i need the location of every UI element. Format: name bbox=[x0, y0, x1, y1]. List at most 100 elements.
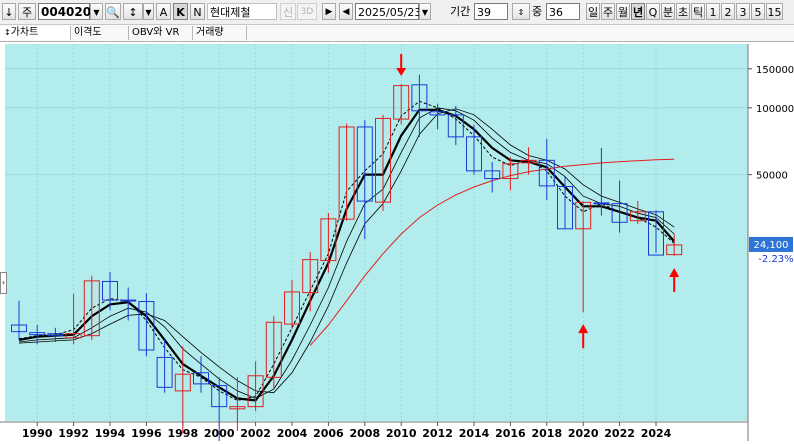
avg-label: 중 bbox=[532, 5, 543, 18]
candle-2019 bbox=[557, 176, 573, 230]
period-spinner-icon[interactable]: ⇕ bbox=[512, 3, 530, 20]
tab-price-chart[interactable]: ↕가차트 bbox=[0, 26, 71, 40]
interval-button-4[interactable]: Q bbox=[646, 3, 660, 20]
candle-1996 bbox=[138, 293, 155, 357]
interval-button-8[interactable]: 1 bbox=[706, 3, 720, 20]
market-selector[interactable]: 주 bbox=[18, 3, 36, 20]
play-icon[interactable]: ▶ bbox=[322, 3, 336, 20]
tab-icon: ↕ bbox=[4, 28, 11, 37]
adjust-icon[interactable]: ↕ bbox=[123, 3, 143, 20]
candle-2017 bbox=[520, 147, 537, 175]
new-button[interactable]: 신 bbox=[280, 3, 296, 20]
3d-button[interactable]: 3D bbox=[297, 3, 317, 20]
candle-2024 bbox=[648, 210, 664, 256]
date-input[interactable]: 2025/05/23 bbox=[355, 3, 421, 20]
candle-body bbox=[520, 159, 537, 164]
candle-1989 bbox=[11, 300, 27, 340]
candle-2007 bbox=[338, 123, 355, 221]
interval-button-2[interactable]: 월 bbox=[616, 3, 630, 20]
x-tick-label: 2000 bbox=[204, 427, 235, 440]
candle-2006 bbox=[320, 213, 337, 273]
chevron-down-icon[interactable]: ▼ bbox=[90, 3, 103, 20]
candle-body bbox=[211, 385, 228, 408]
interval-button-7[interactable]: 틱 bbox=[691, 3, 705, 20]
candle-body bbox=[538, 159, 555, 187]
candle-body bbox=[356, 126, 373, 202]
x-tick-label: 2012 bbox=[422, 427, 453, 440]
arrow-up-icon bbox=[669, 267, 680, 277]
candle-2008 bbox=[356, 120, 373, 240]
candle-body bbox=[629, 211, 646, 222]
candle-2018 bbox=[538, 138, 555, 201]
candle-1999 bbox=[193, 356, 209, 393]
tab-obv-vr[interactable]: OBV와 VR bbox=[128, 26, 193, 40]
x-tick-label: 1992 bbox=[58, 427, 89, 440]
candle-body bbox=[557, 186, 573, 230]
price-chart[interactable]: 50000 100000 150000 1990 1992 1994 1996 1998 200… bbox=[0, 42, 794, 443]
x-tick-label: 2020 bbox=[568, 427, 599, 440]
k-button[interactable]: K bbox=[173, 3, 188, 20]
candle-body bbox=[229, 406, 246, 410]
x-tick-label: 1990 bbox=[22, 427, 53, 440]
x-tick-label: 2022 bbox=[604, 427, 635, 440]
candlestick-chart: 50000 100000 150000 1990 1992 1994 1996 1998 200… bbox=[0, 42, 794, 443]
candle-body bbox=[247, 375, 264, 408]
x-tick-label: 1996 bbox=[131, 427, 162, 440]
candle-1993 bbox=[83, 275, 100, 340]
candle-body bbox=[393, 85, 410, 120]
prev-icon[interactable]: ◀ bbox=[339, 3, 353, 20]
calendar-dropdown-icon[interactable]: ▼ bbox=[419, 3, 431, 20]
candle-2016 bbox=[502, 157, 519, 191]
interval-button-3[interactable]: 년 bbox=[631, 3, 645, 20]
avg-input[interactable]: 36 bbox=[546, 3, 580, 20]
candle-body bbox=[156, 356, 173, 388]
interval-button-5[interactable]: 분 bbox=[661, 3, 675, 20]
candle-body bbox=[447, 114, 464, 138]
interval-button-6[interactable]: 초 bbox=[676, 3, 690, 20]
tab-disparity[interactable]: 이격도 bbox=[70, 26, 129, 40]
chevron-down-icon[interactable]: ▼ bbox=[143, 3, 154, 20]
candle-2022 bbox=[611, 180, 628, 233]
x-tick-label: 2002 bbox=[240, 427, 271, 440]
candle-body bbox=[429, 111, 446, 116]
current-price-label: 24,100 bbox=[754, 240, 789, 251]
interval-button-1[interactable]: 주 bbox=[601, 3, 615, 20]
interval-button-12[interactable]: 15 bbox=[766, 3, 783, 20]
search-icon[interactable]: 🔍 bbox=[105, 3, 121, 20]
candle-1995 bbox=[120, 287, 137, 321]
stock-code-input[interactable]: 004020 bbox=[38, 3, 91, 20]
candle-body bbox=[593, 202, 610, 205]
x-tick-label: 2008 bbox=[349, 427, 380, 440]
y-tick-label: 100000 bbox=[756, 104, 794, 115]
candle-body bbox=[47, 333, 64, 337]
x-tick-label: 2018 bbox=[531, 427, 562, 440]
candle-1990 bbox=[29, 325, 46, 345]
candle-2004 bbox=[284, 279, 300, 329]
interval-button-0[interactable]: 일 bbox=[586, 3, 600, 20]
interval-button-11[interactable]: 5 bbox=[751, 3, 765, 20]
arrow-down-head bbox=[396, 68, 407, 77]
candle-body bbox=[65, 333, 82, 339]
candle-2000 bbox=[211, 377, 228, 443]
candle-2014 bbox=[466, 124, 482, 175]
sort-icon[interactable]: ↓ bbox=[2, 3, 16, 20]
x-tick-label: 2016 bbox=[495, 427, 526, 440]
candle-2015 bbox=[484, 162, 501, 193]
candle-2001 bbox=[229, 377, 246, 431]
candle-body bbox=[284, 291, 300, 325]
candle-body bbox=[193, 372, 209, 385]
n-button[interactable]: N bbox=[190, 3, 205, 20]
interval-button-9[interactable]: 2 bbox=[721, 3, 735, 20]
candle-2010 bbox=[393, 84, 410, 125]
stock-name-field: 현대제철 bbox=[207, 3, 277, 20]
period-input[interactable]: 39 bbox=[474, 3, 508, 20]
toolbar: ↓ 주 004020 ▼ 🔍 ↕ ▼ A K N 현대제철 신 3D ▶ ◀ 2… bbox=[0, 0, 794, 25]
candle-2009 bbox=[375, 114, 391, 211]
indicator-tabs: ↕가차트 이격도 OBV와 VR 거래량 bbox=[0, 25, 794, 42]
candle-body bbox=[138, 301, 155, 351]
interval-button-10[interactable]: 3 bbox=[736, 3, 750, 20]
chart-type-button[interactable]: A bbox=[156, 3, 171, 20]
x-tick-label: 2010 bbox=[386, 427, 417, 440]
tab-volume[interactable]: 거래량 bbox=[192, 26, 247, 40]
panel-collapse-handle[interactable]: › bbox=[0, 272, 7, 294]
